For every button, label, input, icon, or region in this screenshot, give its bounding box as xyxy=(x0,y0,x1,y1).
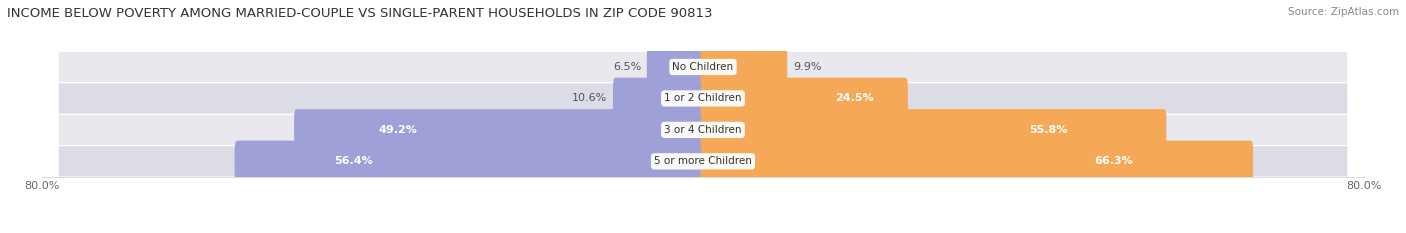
FancyBboxPatch shape xyxy=(613,78,706,119)
Text: 49.2%: 49.2% xyxy=(378,125,418,135)
Legend: Married Couples, Single Parents: Married Couples, Single Parents xyxy=(586,230,820,233)
Text: Source: ZipAtlas.com: Source: ZipAtlas.com xyxy=(1288,7,1399,17)
FancyBboxPatch shape xyxy=(59,52,1347,82)
Text: 9.9%: 9.9% xyxy=(793,62,821,72)
Text: 6.5%: 6.5% xyxy=(613,62,641,72)
FancyBboxPatch shape xyxy=(647,46,706,88)
FancyBboxPatch shape xyxy=(700,78,908,119)
Text: 3 or 4 Children: 3 or 4 Children xyxy=(664,125,742,135)
Text: 10.6%: 10.6% xyxy=(572,93,607,103)
Text: No Children: No Children xyxy=(672,62,734,72)
FancyBboxPatch shape xyxy=(700,140,1253,182)
Text: 1 or 2 Children: 1 or 2 Children xyxy=(664,93,742,103)
FancyBboxPatch shape xyxy=(59,115,1347,145)
FancyBboxPatch shape xyxy=(294,109,706,151)
FancyBboxPatch shape xyxy=(235,140,706,182)
Text: 24.5%: 24.5% xyxy=(835,93,875,103)
FancyBboxPatch shape xyxy=(700,46,787,88)
Text: INCOME BELOW POVERTY AMONG MARRIED-COUPLE VS SINGLE-PARENT HOUSEHOLDS IN ZIP COD: INCOME BELOW POVERTY AMONG MARRIED-COUPL… xyxy=(7,7,713,20)
FancyBboxPatch shape xyxy=(59,83,1347,113)
Text: 5 or more Children: 5 or more Children xyxy=(654,156,752,166)
Text: 66.3%: 66.3% xyxy=(1094,156,1133,166)
FancyBboxPatch shape xyxy=(700,109,1167,151)
Text: 55.8%: 55.8% xyxy=(1029,125,1069,135)
Text: 56.4%: 56.4% xyxy=(335,156,373,166)
FancyBboxPatch shape xyxy=(59,146,1347,176)
